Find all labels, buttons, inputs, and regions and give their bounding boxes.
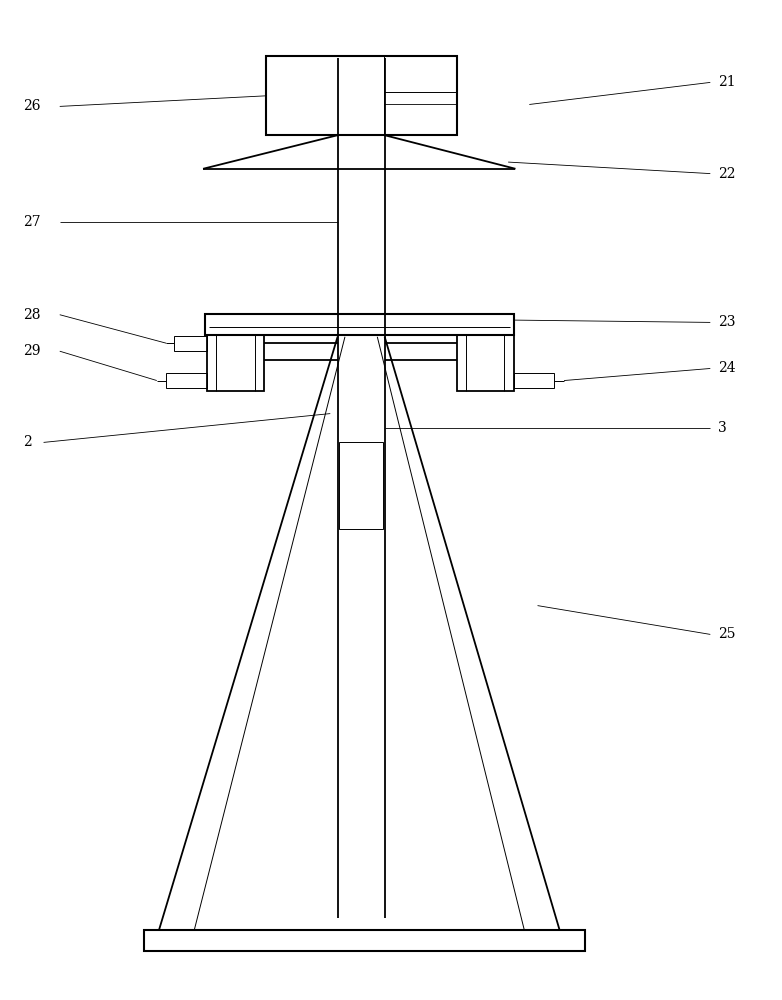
- Text: 3: 3: [718, 421, 726, 435]
- Bar: [457, 335, 514, 391]
- Bar: [144, 930, 585, 951]
- Bar: [339, 442, 383, 529]
- Bar: [206, 314, 514, 335]
- Bar: [167, 373, 206, 388]
- Text: 26: 26: [23, 99, 41, 113]
- Text: 24: 24: [718, 361, 735, 375]
- Text: 27: 27: [23, 215, 41, 229]
- Bar: [266, 56, 457, 135]
- Bar: [514, 373, 554, 388]
- Text: 29: 29: [23, 344, 41, 358]
- Text: 23: 23: [718, 315, 735, 329]
- Text: 25: 25: [718, 627, 735, 641]
- Bar: [206, 335, 264, 391]
- Text: 2: 2: [23, 435, 32, 449]
- Bar: [174, 336, 206, 351]
- Text: 28: 28: [23, 308, 41, 322]
- Text: 21: 21: [718, 75, 735, 89]
- Text: 22: 22: [718, 167, 735, 181]
